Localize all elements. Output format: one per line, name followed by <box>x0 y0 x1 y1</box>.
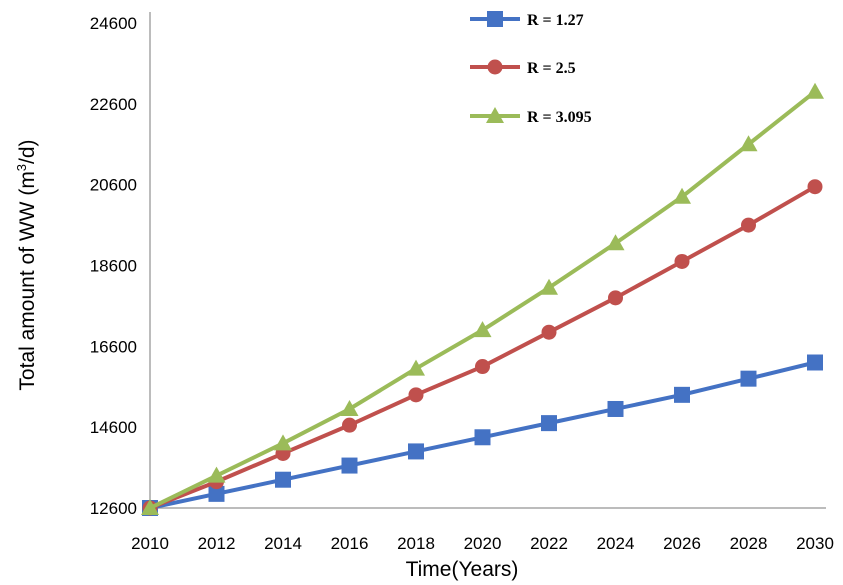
y-tick-label: 20600 <box>90 176 137 195</box>
legend-marker <box>487 59 503 75</box>
data-point <box>408 387 424 403</box>
x-tick-label: 2030 <box>796 534 834 553</box>
y-tick-labels: 12600 14600 16600 18600 20600 22600 24600 <box>90 14 137 518</box>
data-point <box>606 234 625 251</box>
x-tick-label: 2018 <box>397 534 435 553</box>
legend-entry-3: R = 3.095 <box>470 107 592 126</box>
data-point <box>674 386 690 403</box>
legend-label: R = 1.27 <box>527 12 584 29</box>
legend-entry-1: R = 1.27 <box>470 11 584 29</box>
legend-label: R = 2.5 <box>527 60 576 77</box>
series-1 <box>142 354 823 516</box>
y-axis-title-tail: /d) <box>16 139 39 164</box>
data-point <box>806 82 824 99</box>
legend-entry-2: R = 2.5 <box>470 59 576 77</box>
series-layer <box>141 82 824 516</box>
data-point <box>407 359 425 376</box>
y-tick-label: 16600 <box>90 337 137 356</box>
y-tick-label: 24600 <box>90 14 137 33</box>
data-point <box>674 253 690 269</box>
axes <box>149 12 826 509</box>
data-point <box>207 466 226 483</box>
data-point <box>741 217 756 233</box>
y-axis-title-superscript: 3 <box>14 164 29 171</box>
data-point <box>474 429 491 446</box>
x-tick-label: 2022 <box>530 534 568 553</box>
data-point <box>807 179 823 195</box>
y-axis-title: Total amount of WW (m3/d) <box>14 139 39 390</box>
data-point <box>341 457 358 474</box>
legend: R = 1.27 R = 2.5 R = 3.095 <box>470 11 592 126</box>
x-tick-label: 2028 <box>730 534 768 553</box>
x-tick-label: 2012 <box>198 534 236 553</box>
data-point <box>608 290 623 306</box>
y-axis-title-main: Total amount of WW (m <box>16 171 39 390</box>
x-tick-label: 2026 <box>663 534 701 553</box>
x-tick-label: 2016 <box>331 534 369 553</box>
data-point <box>807 354 823 371</box>
x-tick-label: 2014 <box>264 534 302 553</box>
y-tick-label: 22600 <box>90 95 137 114</box>
data-point <box>475 359 490 375</box>
legend-label: R = 3.095 <box>527 109 592 126</box>
data-point <box>673 187 691 204</box>
x-tick-label: 2020 <box>464 534 502 553</box>
x-tick-labels: 2010 2012 2014 2016 2018 2020 2022 2024 2026 2028… <box>131 534 834 553</box>
y-tick-label: 14600 <box>90 418 137 437</box>
x-axis-title: Time(Years) <box>406 558 519 581</box>
legend-marker <box>486 107 504 123</box>
y-tick-label: 18600 <box>90 257 137 276</box>
legend-marker <box>487 11 503 27</box>
series-3 <box>141 82 824 515</box>
data-point <box>208 485 225 502</box>
y-tick-label: 12600 <box>90 499 137 518</box>
data-point <box>473 321 492 338</box>
data-point <box>275 471 291 488</box>
x-tick-label: 2010 <box>131 534 169 553</box>
data-point <box>541 415 557 432</box>
series-2 <box>142 179 823 516</box>
data-point <box>408 443 424 460</box>
data-point <box>739 135 758 152</box>
data-point <box>340 399 359 416</box>
data-point <box>141 499 159 515</box>
data-point <box>541 324 557 340</box>
x-tick-label: 2024 <box>597 534 635 553</box>
series-line <box>149 90 817 510</box>
data-point <box>342 417 357 433</box>
data-point <box>540 278 558 295</box>
data-point <box>607 400 624 417</box>
data-point <box>274 434 292 451</box>
data-point <box>740 370 757 387</box>
